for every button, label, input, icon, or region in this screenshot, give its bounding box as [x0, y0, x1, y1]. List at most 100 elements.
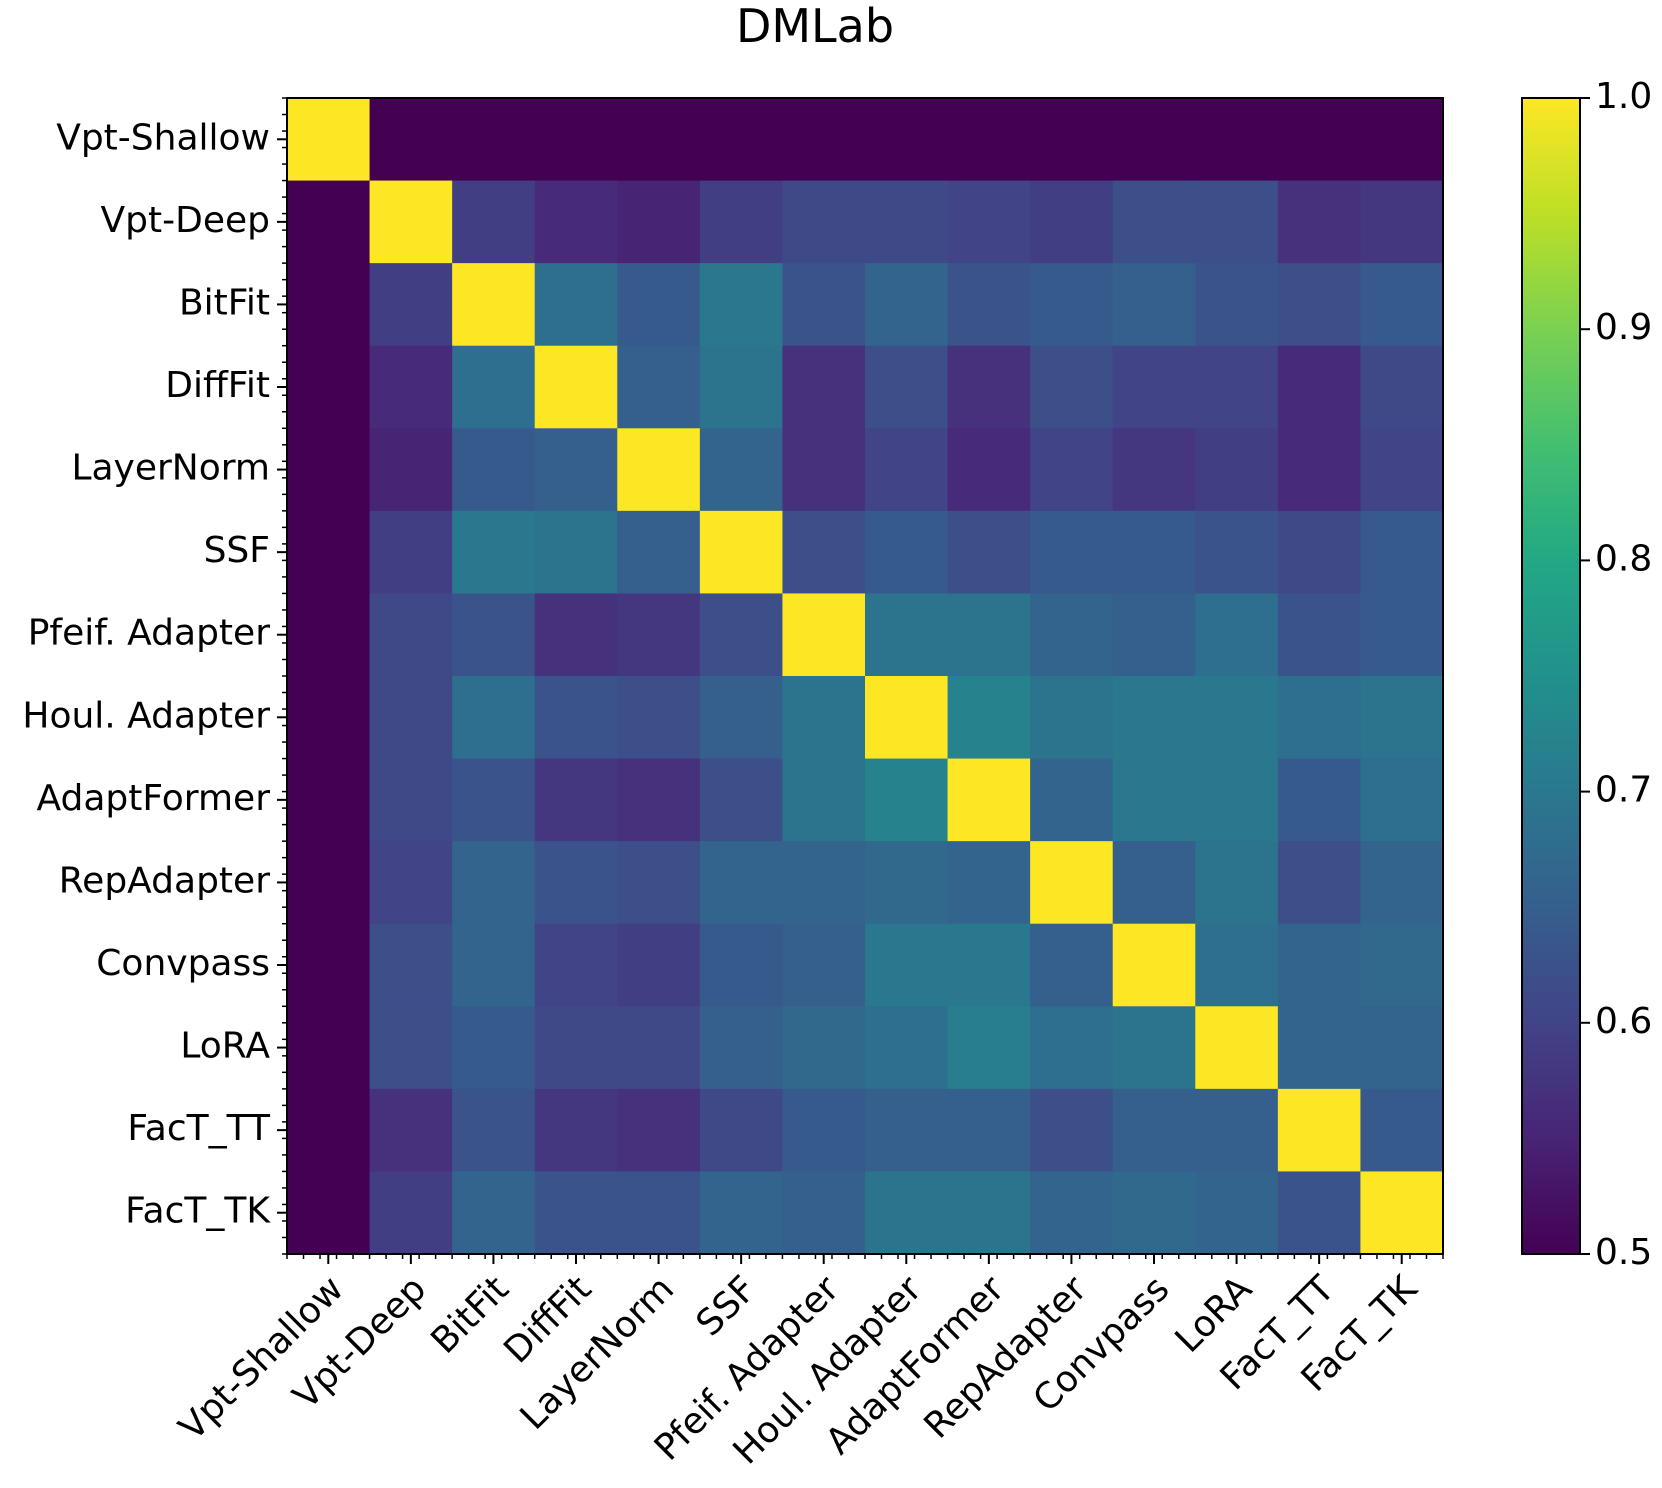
heatmap-cell	[1277, 676, 1362, 760]
heatmap-cell	[1360, 180, 1444, 264]
y-tick-label: Pfeif. Adapter	[28, 613, 270, 654]
heatmap-cell	[1195, 98, 1279, 182]
heatmap-cell	[1360, 1088, 1444, 1173]
heatmap-cell	[617, 923, 701, 1007]
heatmap-cell	[617, 180, 701, 264]
y-tick-label: DiffFit	[165, 365, 270, 406]
heatmap-cell	[699, 923, 784, 1007]
heatmap-cell	[782, 510, 866, 595]
heatmap-cell	[369, 345, 453, 429]
heatmap-cell	[947, 676, 1031, 760]
heatmap-cell	[1277, 1006, 1362, 1090]
y-tick-label: BitFit	[179, 282, 270, 323]
heatmap-cell	[617, 593, 701, 677]
y-tick-label: AdaptFormer	[36, 778, 270, 819]
heatmap-cell	[782, 345, 866, 429]
heatmap-cell	[1360, 841, 1444, 925]
heatmap-cell	[1360, 98, 1444, 182]
heatmap-cell	[865, 758, 949, 842]
heatmap-cell	[1030, 428, 1114, 512]
heatmap-cell	[865, 428, 949, 512]
heatmap-cell	[1277, 263, 1362, 347]
heatmap-cell	[1195, 758, 1279, 842]
heatmap-cell	[947, 1171, 1031, 1255]
heatmap-cell	[534, 1088, 618, 1173]
heatmap-cell	[452, 593, 536, 677]
heatmap-cell	[1030, 263, 1114, 347]
heatmap-cell	[452, 676, 536, 760]
heatmap-cell	[1112, 593, 1196, 677]
y-tick-label: FacT_TK	[125, 1191, 271, 1232]
heatmap-cell	[782, 1006, 866, 1090]
heatmap-cell	[1360, 1171, 1444, 1255]
heatmap-cell	[452, 180, 536, 264]
heatmap-cell	[947, 428, 1031, 512]
heatmap-cell	[1277, 98, 1362, 182]
heatmap-cell	[699, 345, 784, 429]
heatmap-cell	[947, 98, 1031, 182]
heatmap-cell	[369, 1088, 453, 1173]
heatmap-cell	[782, 180, 866, 264]
heatmap-cell	[1195, 1088, 1279, 1173]
heatmap-cell	[865, 263, 949, 347]
heatmap-cell	[617, 1088, 701, 1173]
x-axis: Vpt-ShallowVpt-DeepBitFitDiffFitLayerNor…	[172, 1254, 1444, 1473]
heatmap-cell	[534, 98, 618, 182]
heatmap-cell	[287, 180, 371, 264]
heatmap-cells	[287, 98, 1444, 1255]
y-tick-label: LoRA	[180, 1026, 270, 1067]
heatmap-cell	[617, 1006, 701, 1090]
colorbar-tick-label: 0.5	[1595, 1232, 1652, 1273]
heatmap-cell	[1277, 428, 1362, 512]
heatmap-cell	[1030, 593, 1114, 677]
heatmap-cell	[452, 841, 536, 925]
heatmap-cell	[287, 923, 371, 1007]
heatmap-cell	[865, 676, 949, 760]
colorbar	[1521, 97, 1581, 1255]
heatmap-cell	[1277, 758, 1362, 842]
heatmap-cell	[782, 263, 866, 347]
y-tick-label: Convpass	[96, 943, 270, 984]
heatmap-cell	[369, 263, 453, 347]
heatmap-cell	[865, 1006, 949, 1090]
heatmap-cell	[1195, 1171, 1279, 1255]
heatmap-cell	[782, 1088, 866, 1173]
heatmap-cell	[369, 98, 453, 182]
heatmap-cell	[1360, 593, 1444, 677]
heatmap-cell	[947, 345, 1031, 429]
heatmap-cell	[369, 841, 453, 925]
colorbar-tick-label: 0.8	[1595, 538, 1652, 579]
heatmap-cell	[1360, 1006, 1444, 1090]
heatmap-cell	[782, 428, 866, 512]
heatmap-cell	[865, 1088, 949, 1173]
heatmap-cell	[1030, 510, 1114, 595]
heatmap-cell	[699, 428, 784, 512]
heatmap-cell	[1360, 345, 1444, 429]
heatmap-cell	[534, 428, 618, 512]
heatmap-cell	[947, 593, 1031, 677]
heatmap-cell	[865, 98, 949, 182]
heatmap-cell	[534, 510, 618, 595]
heatmap-cell	[1030, 180, 1114, 264]
heatmap-cell	[699, 510, 784, 595]
heatmap-cell	[369, 923, 453, 1007]
heatmap-cell	[782, 758, 866, 842]
heatmap-cell	[287, 841, 371, 925]
colorbar-tick-label: 0.6	[1595, 1001, 1652, 1042]
heatmap-cell	[452, 1171, 536, 1255]
heatmap-cell	[534, 841, 618, 925]
y-tick-label: LayerNorm	[71, 448, 270, 489]
heatmap-cell	[699, 841, 784, 925]
heatmap-cell	[782, 1171, 866, 1255]
heatmap-cell	[534, 676, 618, 760]
colorbar-tick-label: 1.0	[1595, 76, 1652, 117]
heatmap-cell	[369, 510, 453, 595]
heatmap-cell	[699, 593, 784, 677]
heatmap-cell	[287, 428, 371, 512]
heatmap-cell	[287, 593, 371, 677]
heatmap-cell	[1277, 510, 1362, 595]
heatmap-cell	[287, 263, 371, 347]
heatmap-cell	[369, 676, 453, 760]
heatmap-cell	[1195, 593, 1279, 677]
heatmap-cell	[1112, 180, 1196, 264]
